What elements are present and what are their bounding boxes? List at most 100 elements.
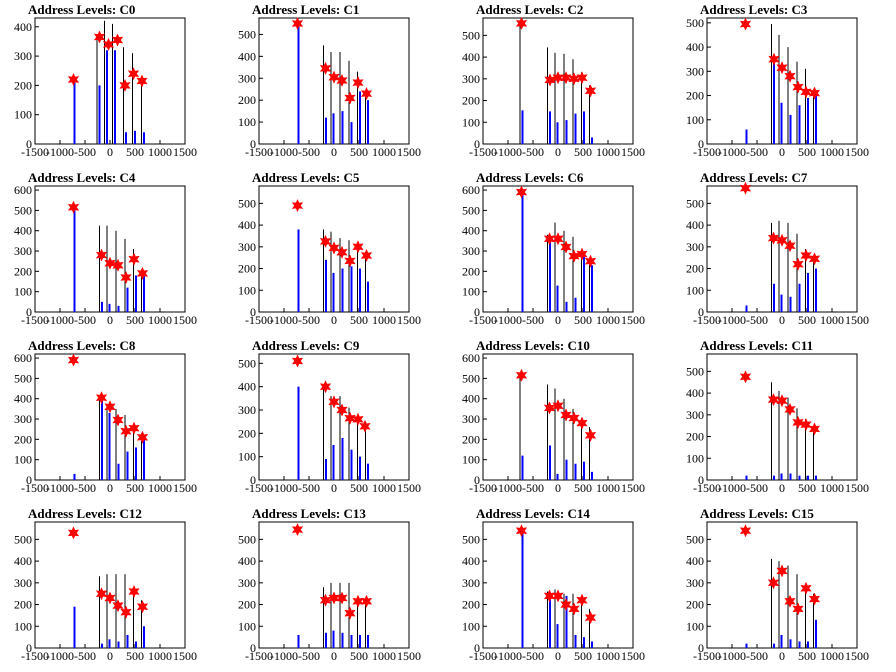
x-tick-label: -1500 <box>693 313 721 327</box>
peak-marker <box>543 232 556 246</box>
y-tick-label: 400 <box>14 224 32 238</box>
x-tick-label: -1500 <box>693 481 721 495</box>
plot-frame <box>706 353 858 481</box>
x-tick-label: 1000 <box>148 481 172 495</box>
x-tick-label: 0 <box>555 145 561 159</box>
x-tick-label: 500 <box>350 145 368 159</box>
y-tick-label: 400 <box>238 380 256 394</box>
chart-title: Address Levels: C15 <box>700 506 814 521</box>
x-tick-label: 1500 <box>173 649 197 663</box>
peak-marker <box>336 403 348 417</box>
x-tick-label: -1500 <box>469 649 497 663</box>
y-tick-label: 300 <box>686 240 704 254</box>
x-tick-label: 1500 <box>397 481 421 495</box>
x-tick-label: -1000 <box>494 145 522 159</box>
peak-marker <box>112 258 124 272</box>
peak-marker <box>136 74 148 88</box>
y-tick-label: 400 <box>238 218 256 232</box>
y-tick-label: 400 <box>686 40 704 54</box>
peak-marker <box>792 257 804 271</box>
peak-marker <box>136 600 149 614</box>
x-tick-label: 1000 <box>820 313 844 327</box>
peak-marker <box>120 270 132 285</box>
y-tick-label: 300 <box>238 576 256 590</box>
y-tick-label: 0 <box>474 137 480 151</box>
x-tick-label: 0 <box>555 649 561 663</box>
y-tick-label: 500 <box>462 203 480 217</box>
peak-marker <box>576 593 588 607</box>
x-tick-label: 0 <box>779 145 785 159</box>
chart-title: Address Levels: C3 <box>700 2 808 17</box>
peak-marker <box>568 602 580 616</box>
y-tick-label: 400 <box>462 224 480 238</box>
y-tick-label: 500 <box>686 16 704 30</box>
y-tick-label: 500 <box>462 28 480 42</box>
y-tick-label: 100 <box>14 619 32 633</box>
peak-marker <box>808 252 821 266</box>
x-tick-label: 0 <box>107 145 113 159</box>
y-tick-label: 0 <box>698 137 704 151</box>
peak-marker <box>344 411 356 425</box>
x-tick-label: 1500 <box>397 649 421 663</box>
y-tick-label: 600 <box>14 183 32 197</box>
chart-panel: Address Levels: C0 0 100 200 300 400 -1500-100… <box>14 2 197 159</box>
x-tick-label: -1000 <box>46 313 74 327</box>
peak-marker <box>336 73 348 88</box>
peak-marker <box>104 256 116 270</box>
chart-title: Address Levels: C2 <box>476 2 583 17</box>
y-tick-label: 300 <box>462 244 480 258</box>
x-tick-label: 1500 <box>845 313 869 327</box>
x-tick-label: 500 <box>574 481 592 495</box>
x-tick-label: 1000 <box>820 145 844 159</box>
peak-marker <box>128 421 140 435</box>
x-tick-label: 500 <box>574 145 592 159</box>
peak-marker <box>784 239 796 253</box>
y-tick-label: 100 <box>238 283 256 297</box>
peak-marker <box>95 391 108 405</box>
peak-marker <box>359 419 371 433</box>
peak-marker <box>352 412 364 426</box>
y-tick-label: 300 <box>14 412 32 426</box>
x-tick-label: -500 <box>74 649 96 663</box>
x-tick-label: 1500 <box>845 481 869 495</box>
peak-marker <box>776 564 788 578</box>
y-tick-label: 100 <box>14 285 32 299</box>
x-tick-label: -1000 <box>270 649 298 663</box>
y-tick-label: 500 <box>14 532 32 546</box>
peak-marker <box>543 401 556 415</box>
x-tick-label: -1500 <box>693 649 721 663</box>
peak-marker <box>576 416 588 430</box>
x-tick-label: -1500 <box>21 145 49 159</box>
x-tick-label: -500 <box>522 481 544 495</box>
x-tick-label: 1000 <box>596 313 620 327</box>
peak-marker <box>543 589 556 603</box>
peak-marker <box>800 417 812 432</box>
x-tick-label: -1000 <box>270 481 298 495</box>
x-tick-label: 500 <box>126 145 144 159</box>
peak-marker <box>93 30 106 44</box>
peak-marker <box>112 598 124 613</box>
y-tick-label: 200 <box>14 78 32 92</box>
peak-marker <box>67 200 80 214</box>
plot-frame <box>34 185 186 313</box>
x-tick-label: 0 <box>779 649 785 663</box>
x-tick-label: -1500 <box>245 145 273 159</box>
chart-panel: Address Levels: C14 0 100 200 300 400 500 -1500… <box>462 506 645 663</box>
x-tick-label: 1500 <box>621 145 645 159</box>
y-tick-label: 300 <box>14 244 32 258</box>
y-tick-label: 400 <box>462 50 480 64</box>
y-tick-label: 400 <box>14 20 32 34</box>
peak-marker <box>560 408 572 422</box>
x-tick-label: 1500 <box>621 481 645 495</box>
y-tick-label: 300 <box>462 72 480 86</box>
y-tick-label: 100 <box>462 115 480 129</box>
peak-marker <box>767 231 780 245</box>
x-tick-label: 0 <box>779 313 785 327</box>
y-tick-label: 0 <box>250 641 256 655</box>
y-tick-label: 200 <box>238 262 256 276</box>
x-tick-label: -1500 <box>469 313 497 327</box>
y-tick-label: 200 <box>238 598 256 612</box>
peak-marker <box>128 252 140 266</box>
y-tick-label: 400 <box>686 218 704 232</box>
